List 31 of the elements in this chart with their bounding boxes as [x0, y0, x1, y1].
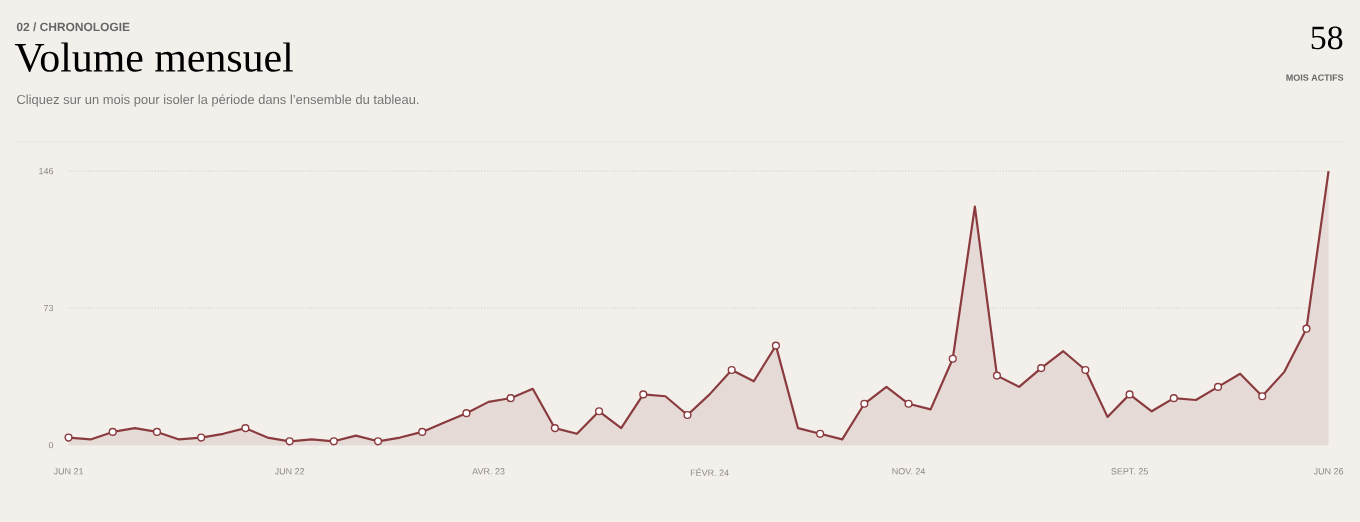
point — [816, 429, 825, 438]
point — [506, 394, 515, 403]
point — [1213, 382, 1223, 391]
point — [1037, 364, 1046, 373]
point — [108, 427, 117, 436]
point — [1125, 390, 1134, 399]
chart-title: Volume mensuel — [14, 42, 293, 73]
point — [197, 433, 206, 442]
point — [904, 399, 913, 408]
point — [771, 341, 780, 350]
point — [285, 437, 294, 446]
point — [683, 410, 692, 420]
point — [550, 424, 559, 433]
point — [639, 390, 648, 399]
point — [241, 424, 250, 433]
point — [1169, 394, 1178, 403]
point — [152, 427, 162, 436]
point — [727, 365, 736, 375]
point — [860, 399, 869, 408]
point — [462, 409, 471, 418]
point — [1081, 365, 1090, 375]
point — [418, 427, 427, 436]
point — [1258, 392, 1267, 401]
point — [1302, 324, 1311, 333]
point — [64, 433, 73, 442]
text: 58 — [1311, 26, 1343, 50]
point — [373, 437, 383, 446]
point — [594, 407, 604, 416]
point — [992, 371, 1002, 380]
point — [329, 437, 338, 446]
point — [948, 354, 957, 363]
